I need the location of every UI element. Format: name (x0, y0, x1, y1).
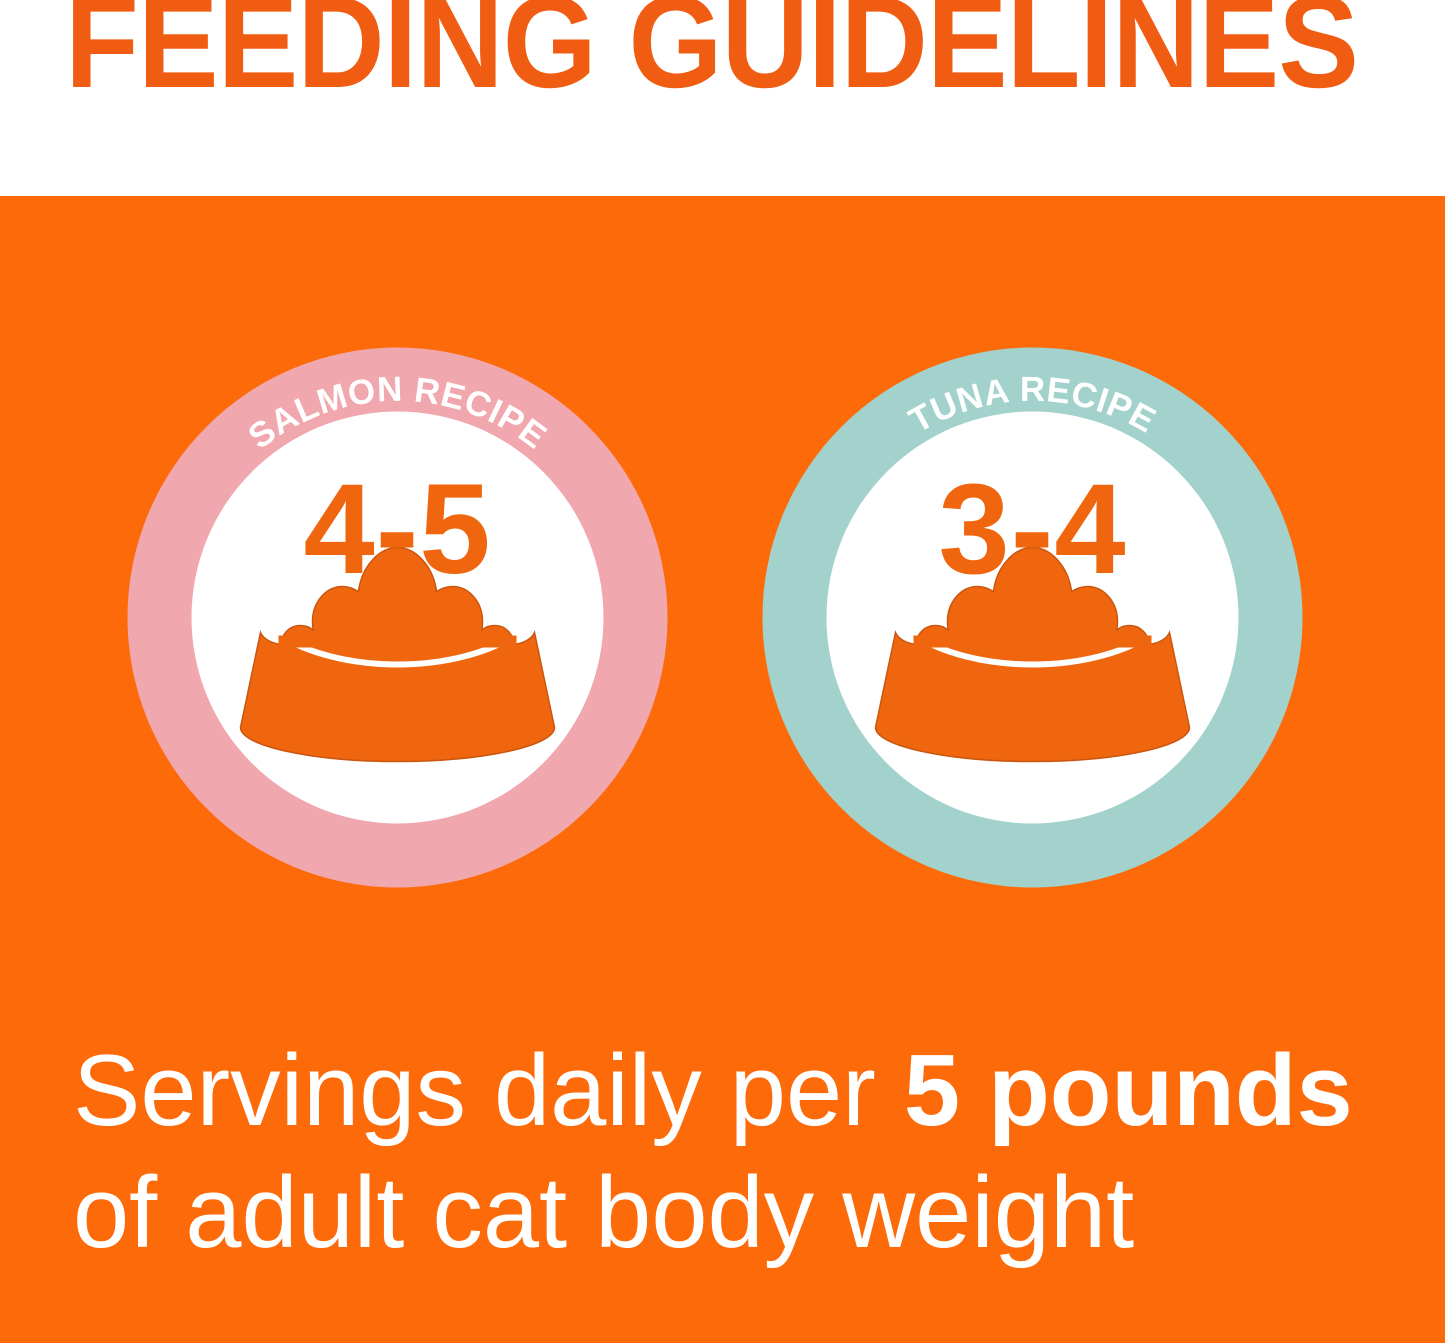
svg-text:4-5: 4-5 (304, 458, 492, 601)
svg-text:3-4: 3-4 (939, 458, 1127, 601)
